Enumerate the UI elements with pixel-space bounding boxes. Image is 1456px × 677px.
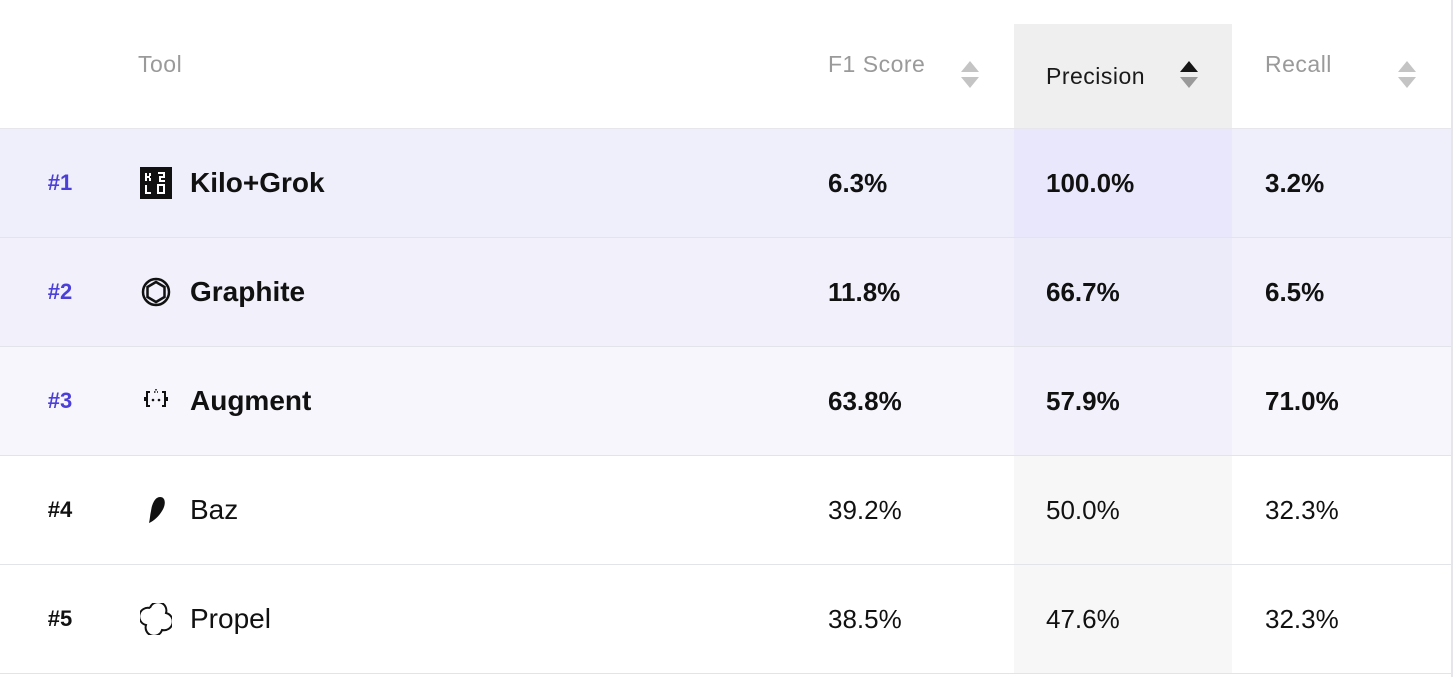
- propel-logo-icon: [138, 565, 174, 673]
- rank-label: #3: [47, 388, 73, 413]
- augment-logo-icon: [138, 347, 174, 455]
- baz-logo-icon: [138, 456, 174, 564]
- precision-cell-highlight: [1014, 129, 1232, 237]
- table-row[interactable]: #2 Graphite 11.8% 66.7% 6.5%: [0, 238, 1451, 347]
- recall-value: 6.5%: [1265, 276, 1325, 307]
- table-right-border: [1451, 0, 1453, 677]
- f1-score-value: 63.8%: [828, 385, 902, 416]
- f1-score-value: 39.2%: [828, 494, 902, 525]
- precision-cell-highlight: [1014, 347, 1232, 455]
- tool-column-header: Tool: [138, 50, 183, 77]
- tool-name[interactable]: Graphite: [190, 276, 306, 307]
- precision-cell-highlight: [1014, 456, 1232, 564]
- table-row[interactable]: #4 Baz 39.2% 50.0% 32.3%: [0, 456, 1451, 565]
- f1-sort-icon[interactable]: [960, 61, 980, 91]
- tool-name[interactable]: Baz: [190, 494, 239, 525]
- recall-value: 32.3%: [1265, 603, 1339, 634]
- rank-label: #4: [47, 497, 73, 522]
- f1-score-value: 6.3%: [828, 167, 888, 198]
- precision-sort-icon[interactable]: [1179, 61, 1199, 91]
- recall-value: 3.2%: [1265, 167, 1325, 198]
- f1-score-value: 11.8%: [828, 276, 901, 307]
- table-row[interactable]: #1 Kilo+Grok 6.3% 100.0% 3.2%: [0, 129, 1451, 238]
- table-row[interactable]: #5 Propel 38.5% 47.6% 32.3%: [0, 565, 1451, 674]
- tool-name[interactable]: Augment: [190, 385, 312, 416]
- precision-value: 57.9%: [1046, 385, 1120, 416]
- precision-value: 100.0%: [1046, 167, 1135, 198]
- recall-value: 32.3%: [1265, 494, 1339, 525]
- precision-column-header[interactable]: Precision: [1014, 24, 1232, 128]
- graphite-logo-icon: [138, 238, 174, 346]
- precision-value: 50.0%: [1046, 494, 1120, 525]
- table-row[interactable]: #3 Augment 63.8% 57.9% 71.0%: [0, 347, 1451, 456]
- f1-score-value: 38.5%: [828, 603, 902, 634]
- tool-name[interactable]: Propel: [190, 603, 271, 634]
- rank-label: #2: [47, 279, 73, 304]
- precision-cell-highlight: [1014, 238, 1232, 346]
- precision-value: 47.6%: [1046, 603, 1120, 634]
- rank-label: #1: [47, 170, 73, 195]
- precision-cell-highlight: [1014, 565, 1232, 673]
- recall-sort-icon[interactable]: [1397, 61, 1417, 91]
- rank-label: #5: [47, 606, 73, 631]
- tool-name[interactable]: Kilo+Grok: [190, 167, 325, 198]
- recall-value: 71.0%: [1265, 385, 1339, 416]
- table-header: Tool F1 Score Precision Recall: [0, 0, 1451, 129]
- f1-score-column-header[interactable]: F1 Score: [828, 50, 926, 77]
- recall-column-header[interactable]: Recall: [1265, 50, 1332, 77]
- precision-value: 66.7%: [1046, 276, 1120, 307]
- kilo-logo-icon: [138, 129, 174, 237]
